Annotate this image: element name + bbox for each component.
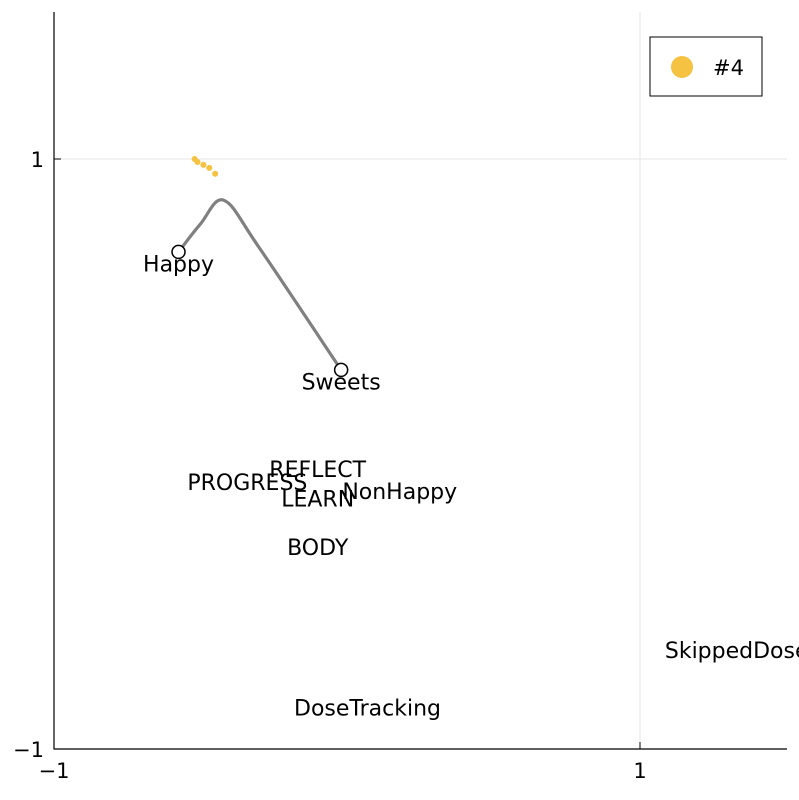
point-label: Happy xyxy=(143,253,214,278)
point-label: PROGRESS xyxy=(187,471,307,496)
point-label: SkippedDose xyxy=(665,639,799,664)
tick-labels: −1 1 −1 1 xyxy=(13,148,647,783)
grid xyxy=(54,12,787,749)
node-marker xyxy=(171,244,186,260)
legend-label: #4 xyxy=(713,56,744,80)
point-label: DoseTracking xyxy=(294,697,441,722)
connection-path xyxy=(176,198,343,372)
series-point xyxy=(206,164,213,171)
series-point xyxy=(194,158,201,165)
series-point xyxy=(212,170,219,177)
point-label: BODY xyxy=(287,536,349,561)
y-tick-label: 1 xyxy=(31,148,44,172)
legend-box xyxy=(649,36,763,97)
point-label: LEARN xyxy=(281,487,354,512)
point-label: REFLECT xyxy=(269,458,366,483)
x-tick-label: −1 xyxy=(39,759,70,783)
axes xyxy=(53,12,787,750)
legend-marker xyxy=(671,56,693,78)
node-marker xyxy=(333,362,349,378)
point-label: Sweets xyxy=(302,371,381,396)
point-label: NonHappy xyxy=(342,480,457,505)
series-point xyxy=(200,161,207,168)
y-tick-label: −1 xyxy=(13,738,44,762)
x-tick-label: 1 xyxy=(633,759,646,783)
legend: #4 xyxy=(649,36,763,97)
